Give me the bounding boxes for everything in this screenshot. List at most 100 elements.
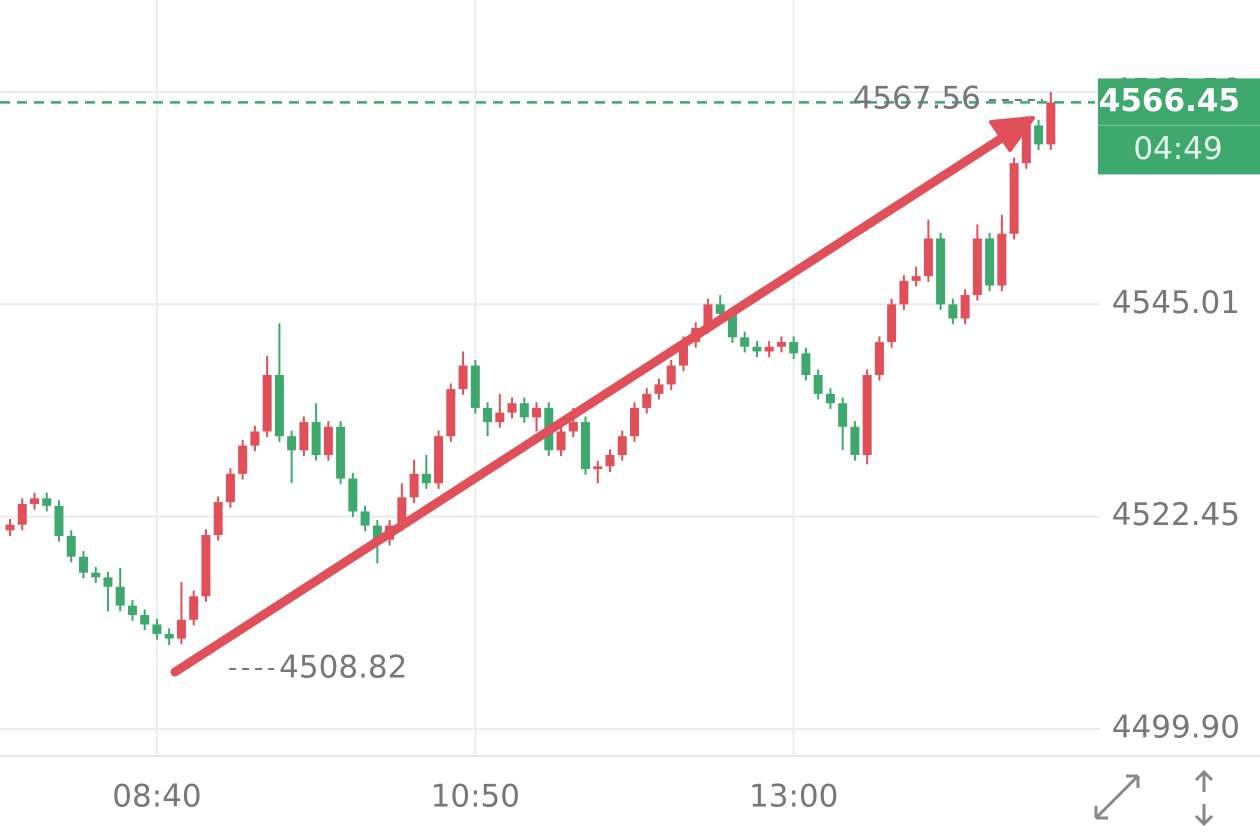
candle-body — [764, 346, 774, 352]
candle-body — [936, 238, 946, 305]
candle-body — [458, 365, 468, 390]
candle-body — [5, 524, 15, 531]
candle-body — [115, 586, 125, 606]
candle-body — [727, 313, 737, 338]
candle-body — [311, 422, 321, 456]
candle-body — [213, 502, 223, 536]
price-box — [1098, 78, 1260, 175]
y-tick-label: 4545.01 — [1112, 285, 1240, 321]
candle-body — [666, 365, 676, 385]
candle-body — [323, 426, 333, 456]
candle-body — [91, 572, 101, 578]
countdown: 04:49 — [1133, 131, 1222, 167]
candle-body — [434, 436, 444, 484]
current-price: 4566.45 — [1099, 83, 1240, 119]
high-label: 4567.56 — [853, 80, 981, 116]
candle-body — [225, 473, 235, 503]
candle-body — [887, 304, 897, 343]
candle-body — [29, 498, 39, 504]
candle-body — [862, 374, 872, 456]
candle-body — [997, 233, 1007, 286]
candle-body — [960, 294, 970, 319]
x-tick-label: 08:40 — [112, 779, 201, 815]
candle-body — [556, 431, 566, 451]
candle-body — [568, 422, 578, 432]
candle-body — [483, 407, 493, 423]
candle-body — [519, 403, 529, 418]
candle-body — [581, 422, 591, 470]
candle-body — [250, 431, 260, 446]
candle-body — [201, 535, 211, 597]
trend-arrow — [170, 131, 1010, 677]
candle-body — [409, 473, 419, 498]
candle-body — [825, 393, 835, 404]
candle-body — [189, 596, 199, 620]
candle-body — [789, 342, 799, 354]
candle-body — [703, 304, 713, 328]
candle-body — [348, 478, 358, 512]
candle-body — [776, 342, 786, 347]
trend-arrowhead — [989, 116, 1035, 152]
candle-body — [629, 407, 639, 437]
expand-icon[interactable] — [1094, 774, 1140, 820]
candle-body — [740, 337, 750, 347]
candle-body — [262, 374, 272, 432]
x-tick-label: 13:00 — [749, 779, 838, 815]
low-label: 4508.82 — [279, 650, 407, 686]
candle-body — [152, 624, 162, 634]
candle-body — [238, 445, 248, 474]
candle-body — [66, 535, 76, 557]
candle-body — [923, 238, 933, 277]
candle-body — [470, 365, 480, 408]
candle-body — [1034, 125, 1044, 145]
candle-body — [899, 280, 909, 305]
candle-body — [507, 403, 517, 413]
candle-body — [801, 353, 811, 375]
candle-body — [54, 505, 64, 536]
candle-body — [421, 473, 431, 484]
candle-body — [642, 393, 652, 408]
x-tick-label: 10:50 — [431, 779, 520, 815]
candle-body — [948, 304, 958, 319]
candle-body — [678, 342, 688, 366]
candle-body — [813, 374, 823, 394]
candle-body — [838, 403, 848, 427]
scale-icon[interactable] — [1194, 769, 1214, 827]
candle-body — [164, 633, 174, 639]
candle-body — [495, 412, 505, 423]
candle-body — [605, 455, 615, 467]
candle-body — [336, 426, 346, 479]
candle-body — [617, 436, 627, 456]
candle-body — [532, 407, 542, 418]
candle-body — [274, 374, 284, 437]
candle-body — [360, 511, 370, 526]
candle-body — [17, 503, 27, 525]
candle-body — [1046, 102, 1056, 145]
candle-body — [1021, 125, 1031, 164]
y-tick-label: 4522.45 — [1112, 497, 1240, 533]
candle-body — [874, 342, 884, 375]
candle-body — [176, 619, 186, 639]
candle-body — [42, 498, 52, 506]
candle-body — [593, 466, 603, 470]
candle-body — [127, 605, 137, 616]
toolbar-icons — [1094, 769, 1214, 827]
candle-body — [1009, 163, 1019, 234]
candle-body — [446, 389, 456, 437]
candle-body — [911, 276, 921, 281]
candle-body — [985, 238, 995, 286]
candle-body — [78, 556, 88, 573]
candle-body — [850, 426, 860, 456]
candle-body — [397, 497, 407, 526]
candle-body — [715, 304, 725, 314]
candle-body — [654, 384, 664, 394]
candle-body — [299, 422, 309, 451]
y-tick-label: 4499.90 — [1112, 709, 1240, 745]
candle-body — [287, 436, 297, 451]
candle-body — [103, 577, 113, 587]
candle-body — [140, 615, 150, 625]
candle-body — [972, 238, 982, 295]
candle-body — [372, 525, 382, 540]
